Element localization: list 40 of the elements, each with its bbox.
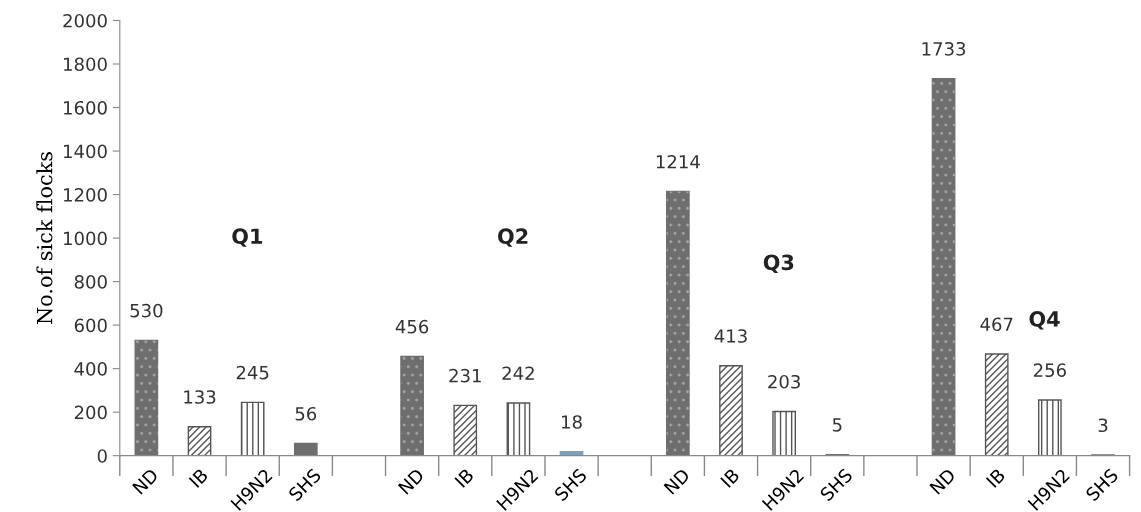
annotation: Q1 xyxy=(232,228,263,247)
data-label: 413 xyxy=(714,329,747,343)
x-tick-label: IB xyxy=(985,468,1006,488)
data-label: 3 xyxy=(1098,418,1108,433)
y-tick-label: 1600 xyxy=(64,100,107,115)
data-label: 56 xyxy=(295,406,317,421)
x-tick-label: IB xyxy=(720,468,740,488)
y-axis-title: No.of sick flocks xyxy=(36,152,53,325)
y-tick-label: 2000 xyxy=(63,13,107,28)
x-tick-label: ND xyxy=(929,467,957,495)
data-label: 245 xyxy=(236,365,269,380)
data-label: 1733 xyxy=(922,41,966,56)
y-tick-label: 0 xyxy=(97,449,107,463)
data-label: 133 xyxy=(184,390,216,404)
annotation: Q3 xyxy=(763,254,794,273)
y-tick-label: 800 xyxy=(74,275,107,289)
data-label: 18 xyxy=(562,415,582,429)
y-tick-label: 600 xyxy=(74,318,107,333)
data-label: 467 xyxy=(980,317,1013,332)
x-tick-label: ND xyxy=(132,467,159,495)
x-tick-label: ND xyxy=(397,467,425,495)
y-tick-label: 1000 xyxy=(64,231,107,246)
annotation: Q2 xyxy=(498,228,528,247)
data-label: 5 xyxy=(832,418,842,432)
data-label: 256 xyxy=(1033,363,1066,378)
x-tick-label: IB xyxy=(454,468,475,488)
y-tick-label: 1200 xyxy=(64,188,107,202)
y-tick-label: 200 xyxy=(74,405,107,420)
x-tick-label: ND xyxy=(663,467,691,495)
y-tick-label: 1800 xyxy=(64,57,107,72)
y-tick-label: 400 xyxy=(74,362,107,376)
data-label: 203 xyxy=(768,374,800,389)
y-tick-label: 1400 xyxy=(64,144,107,159)
annotation: Q4 xyxy=(1029,311,1060,330)
x-tick-label: IB xyxy=(188,468,209,488)
data-label: 1214 xyxy=(656,154,700,169)
data-label: 231 xyxy=(449,368,481,383)
data-label: 456 xyxy=(395,319,429,334)
data-label: 530 xyxy=(130,303,163,318)
data-label: 242 xyxy=(502,366,534,380)
